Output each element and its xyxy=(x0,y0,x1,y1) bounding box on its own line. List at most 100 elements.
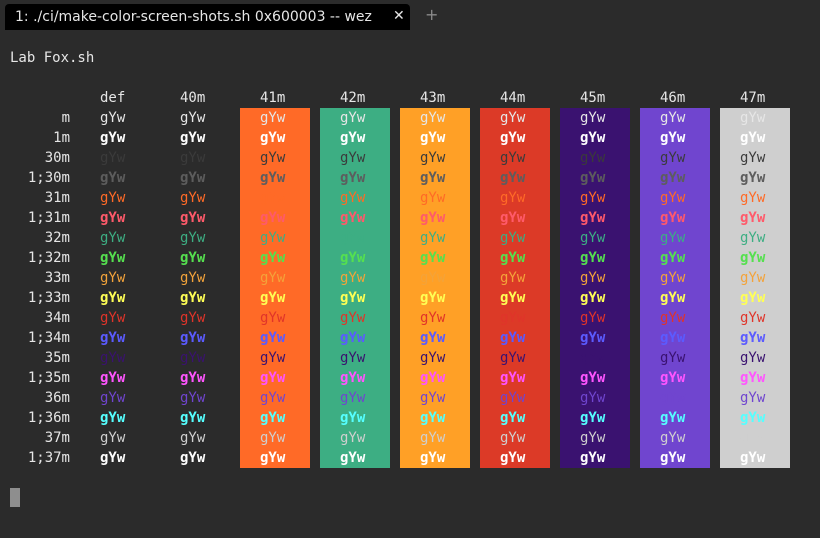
color-sample: gYw xyxy=(660,250,686,266)
color-sample: gYw xyxy=(580,110,606,126)
tab-title: 1: ./ci/make-color-screen-shots.sh 0x600… xyxy=(15,9,372,25)
color-sample: gYw xyxy=(740,110,766,126)
column-header-42m: 42m xyxy=(340,90,366,106)
row-label-37m: 37m xyxy=(44,430,70,446)
color-sample: gYw xyxy=(340,110,366,126)
color-sample: gYw xyxy=(260,370,286,386)
color-sample: gYw xyxy=(340,230,366,246)
color-sample: gYw xyxy=(580,450,606,466)
color-sample: gYw xyxy=(740,130,766,146)
color-sample: gYw xyxy=(420,250,446,266)
color-sample: gYw xyxy=(260,430,286,446)
row-label-1;37m: 1;37m xyxy=(27,450,70,466)
color-sample: gYw xyxy=(340,330,366,346)
color-sample: gYw xyxy=(740,230,766,246)
color-sample: gYw xyxy=(500,310,526,326)
color-sample: gYw xyxy=(340,250,366,266)
color-sample: gYw xyxy=(260,330,286,346)
color-sample: gYw xyxy=(500,250,526,266)
color-sample: gYw xyxy=(420,230,446,246)
color-sample: gYw xyxy=(580,330,606,346)
color-sample: gYw xyxy=(420,130,446,146)
color-sample: gYw xyxy=(740,450,766,466)
color-sample: gYw xyxy=(100,310,126,326)
row-label-1m: 1m xyxy=(53,130,70,146)
color-sample: gYw xyxy=(660,150,686,166)
row-label-32m: 32m xyxy=(44,230,70,246)
color-sample: gYw xyxy=(340,350,366,366)
color-sample: gYw xyxy=(340,150,366,166)
color-sample: gYw xyxy=(420,350,446,366)
color-sample: gYw xyxy=(740,210,766,226)
color-sample: gYw xyxy=(420,430,446,446)
color-sample: gYw xyxy=(180,350,206,366)
color-sample: gYw xyxy=(260,410,286,426)
color-sample: gYw xyxy=(100,210,126,226)
color-sample: gYw xyxy=(580,350,606,366)
color-sample: gYw xyxy=(260,170,286,186)
active-tab[interactable]: 1: ./ci/make-color-screen-shots.sh 0x600… xyxy=(5,4,410,30)
bg-swatch-46m xyxy=(640,108,710,468)
color-sample: gYw xyxy=(420,290,446,306)
color-sample: gYw xyxy=(180,330,206,346)
color-sample: gYw xyxy=(500,390,526,406)
bg-swatch-44m xyxy=(480,108,550,468)
color-sample: gYw xyxy=(580,130,606,146)
color-sample: gYw xyxy=(420,270,446,286)
color-sample: gYw xyxy=(100,250,126,266)
color-sample: gYw xyxy=(420,390,446,406)
color-sample: gYw xyxy=(500,170,526,186)
color-sample: gYw xyxy=(260,210,286,226)
color-sample: gYw xyxy=(660,410,686,426)
color-sample: gYw xyxy=(500,290,526,306)
color-sample: gYw xyxy=(340,370,366,386)
color-sample: gYw xyxy=(260,250,286,266)
color-sample: gYw xyxy=(740,310,766,326)
row-label-31m: 31m xyxy=(44,190,70,206)
color-sample: gYw xyxy=(180,410,206,426)
color-sample: gYw xyxy=(500,190,526,206)
color-sample: gYw xyxy=(740,170,766,186)
row-label-m: m xyxy=(61,110,70,126)
color-sample: gYw xyxy=(500,130,526,146)
color-sample: gYw xyxy=(340,290,366,306)
bg-swatch-42m xyxy=(320,108,390,468)
color-sample: gYw xyxy=(180,170,206,186)
color-sample: gYw xyxy=(740,350,766,366)
row-label-1;36m: 1;36m xyxy=(27,410,70,426)
color-sample: gYw xyxy=(740,190,766,206)
color-sample: gYw xyxy=(580,210,606,226)
color-sample: gYw xyxy=(660,450,686,466)
new-tab-icon[interactable]: + xyxy=(425,5,439,24)
color-sample: gYw xyxy=(180,210,206,226)
color-sample: gYw xyxy=(580,370,606,386)
color-sample: gYw xyxy=(340,210,366,226)
color-sample: gYw xyxy=(100,110,126,126)
color-sample: gYw xyxy=(500,350,526,366)
color-sample: gYw xyxy=(500,450,526,466)
column-header-45m: 45m xyxy=(580,90,606,106)
color-sample: gYw xyxy=(580,410,606,426)
color-sample: gYw xyxy=(260,110,286,126)
color-sample: gYw xyxy=(100,230,126,246)
color-sample: gYw xyxy=(260,290,286,306)
color-sample: gYw xyxy=(740,250,766,266)
close-tab-icon[interactable]: ✕ xyxy=(393,8,405,24)
color-sample: gYw xyxy=(740,150,766,166)
row-label-30m: 30m xyxy=(44,150,70,166)
color-sample: gYw xyxy=(100,130,126,146)
color-sample: gYw xyxy=(180,190,206,206)
color-sample: gYw xyxy=(420,150,446,166)
column-header-40m: 40m xyxy=(180,90,206,106)
color-sample: gYw xyxy=(100,390,126,406)
color-sample: gYw xyxy=(180,430,206,446)
color-sample: gYw xyxy=(260,150,286,166)
row-label-36m: 36m xyxy=(44,390,70,406)
color-sample: gYw xyxy=(660,390,686,406)
color-sample: gYw xyxy=(100,330,126,346)
color-sample: gYw xyxy=(660,110,686,126)
color-sample: gYw xyxy=(180,390,206,406)
color-sample: gYw xyxy=(740,410,766,426)
color-sample: gYw xyxy=(660,430,686,446)
color-sample: gYw xyxy=(740,370,766,386)
